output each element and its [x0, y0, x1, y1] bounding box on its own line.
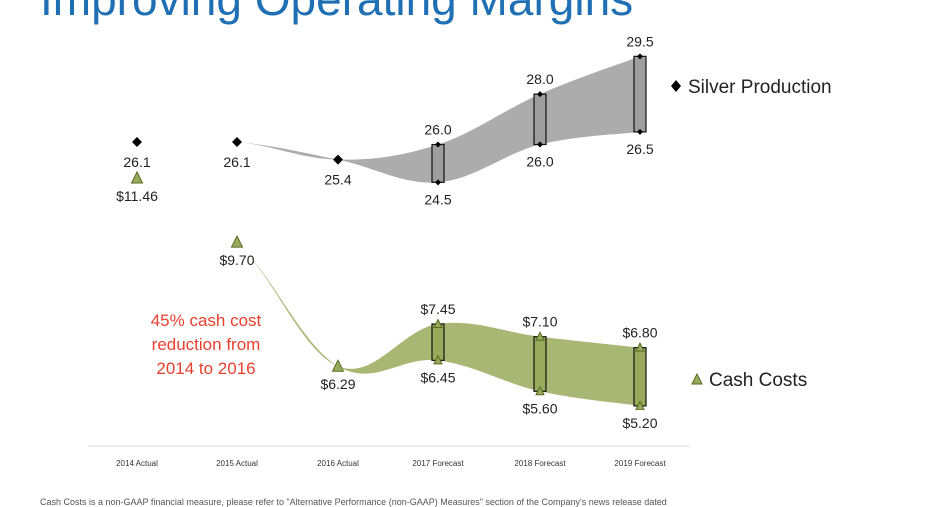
- x-tick-label: 2015 Actual: [216, 459, 258, 468]
- data-label: $6.29: [320, 376, 355, 392]
- data-label-high: 28.0: [526, 71, 553, 87]
- legend-label: Silver Production: [688, 77, 832, 98]
- annotation-line: reduction from: [152, 335, 261, 354]
- data-label-low: 26.0: [526, 154, 553, 170]
- legend-marker-diamond: [671, 80, 681, 92]
- data-point: [535, 331, 545, 341]
- data-point: [130, 170, 144, 184]
- data-label-low: 24.5: [424, 191, 451, 207]
- data-label-low: $5.60: [522, 400, 557, 416]
- data-label-high: $6.80: [622, 325, 657, 341]
- data-point: [433, 354, 443, 365]
- x-tick-label: 2017 Forecast: [412, 459, 464, 468]
- annotation-line: 45% cash cost: [151, 311, 262, 330]
- data-point: [331, 359, 345, 372]
- range-bar: [533, 336, 547, 392]
- data-point: [635, 400, 645, 410]
- legend-marker-triangle: [691, 372, 703, 385]
- data-label-high: 29.5: [626, 33, 653, 49]
- data-point: [433, 318, 443, 328]
- data-label-low: $6.45: [420, 369, 455, 385]
- range-bar: [633, 55, 647, 133]
- data-label-high: $7.45: [420, 301, 455, 317]
- data-label: $11.46: [116, 188, 158, 204]
- data-label: 26.1: [223, 154, 250, 170]
- annotation: 45% cash cost reduction from 2014 to 2016: [151, 311, 262, 378]
- legend: Silver Production Cash Costs: [671, 77, 832, 391]
- range-bar: [533, 93, 547, 146]
- x-tick-label: 2016 Actual: [317, 459, 359, 468]
- range-band: [137, 56, 640, 183]
- data-label: 25.4: [324, 172, 351, 188]
- range-bar: [633, 347, 647, 407]
- data-point: [635, 342, 645, 352]
- data-point: [535, 385, 545, 396]
- data-point: [333, 154, 343, 165]
- x-tick-label: 2014 Actual: [116, 459, 158, 468]
- data-label-low: 26.5: [626, 141, 653, 157]
- range-band: [137, 178, 640, 406]
- x-axis: 2014 Actual 2015 Actual 2016 Actual 2017 Fo…: [88, 445, 690, 468]
- data-point: [637, 53, 643, 60]
- data-label-low: $5.20: [622, 415, 657, 431]
- data-point: [435, 141, 441, 148]
- data-point: [232, 137, 242, 147]
- silver-production-series: 26.1 26.1 25.4 26.0 24.5 28.0 26.0 29.5 26.5: [123, 33, 653, 207]
- data-point: [435, 179, 441, 186]
- data-label: 26.1: [123, 154, 150, 170]
- data-label: $9.70: [219, 252, 254, 268]
- x-tick-label: 2019 Forecast: [614, 459, 666, 468]
- data-point: [230, 234, 244, 248]
- range-bar: [431, 143, 445, 183]
- page-title: Improving Operating Margins: [40, 0, 633, 26]
- data-label-high: $7.10: [522, 314, 557, 330]
- data-point: [537, 91, 543, 98]
- footnote: Cash Costs is a non-GAAP financial measu…: [40, 497, 667, 507]
- data-label-high: 26.0: [424, 122, 451, 138]
- data-point: [132, 137, 142, 147]
- data-point: [637, 128, 643, 135]
- annotation-line: 2014 to 2016: [156, 359, 255, 378]
- data-point: [537, 141, 543, 148]
- x-tick-label: 2018 Forecast: [514, 459, 566, 468]
- cash-costs-series: $11.46 $9.70 $6.29 $7.45 $6.45 $7.10 $5.60 $6.8…: [116, 170, 658, 431]
- legend-label: Cash Costs: [709, 370, 807, 391]
